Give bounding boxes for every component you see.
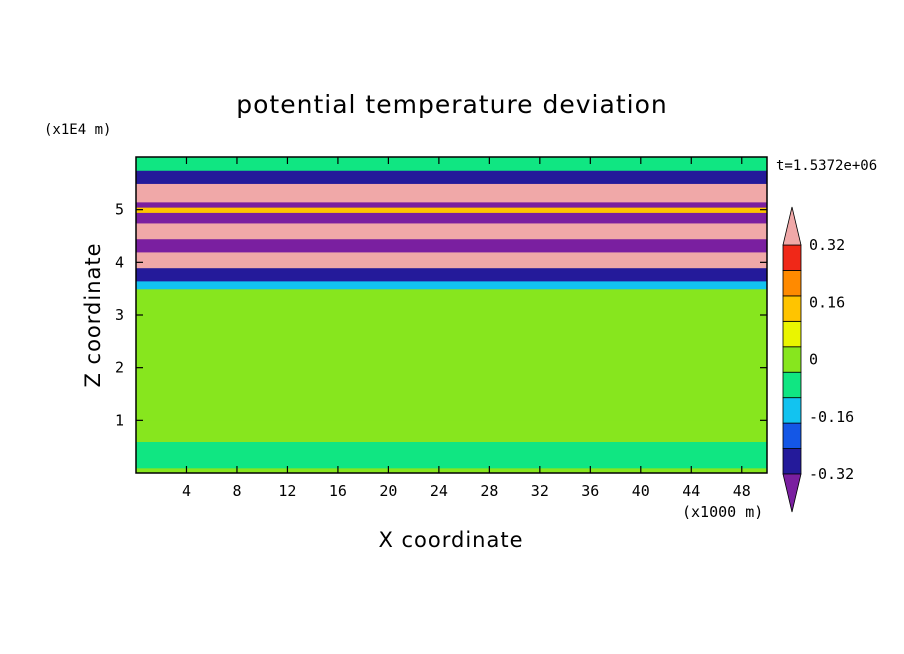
contour-band-4 xyxy=(136,280,767,290)
x-tick-label: 36 xyxy=(581,482,599,500)
y-tick-label: 1 xyxy=(115,411,124,429)
contour-band-1 xyxy=(136,441,767,469)
x-tick-label: 12 xyxy=(278,482,296,500)
contour-band-8 xyxy=(136,222,767,240)
x-tick-label: 40 xyxy=(632,482,650,500)
x-tick-label: 28 xyxy=(480,482,498,500)
x-tick-label: 44 xyxy=(682,482,700,500)
contour-field xyxy=(136,157,767,473)
colorbar-lower-extend xyxy=(782,473,802,513)
x-tick-label: 20 xyxy=(379,482,397,500)
contour-band-7 xyxy=(136,238,767,253)
contour-band-14 xyxy=(136,157,767,171)
colorbar-box xyxy=(782,371,802,399)
colorbar-box xyxy=(782,397,802,424)
contour-band-0 xyxy=(136,467,767,473)
y-axis: 1 2 3 4 5 xyxy=(115,201,767,429)
colorbar-tick-label: -0.16 xyxy=(809,408,854,426)
colorbar-box xyxy=(782,295,802,322)
y-axis-label: Z coordinate xyxy=(81,242,105,387)
x-tick-label: 48 xyxy=(733,482,751,500)
colorbar-tick-label: 0.32 xyxy=(809,236,845,254)
y-tick-label: 4 xyxy=(115,253,124,271)
colorbar-box xyxy=(782,270,802,297)
x-tick-label: 4 xyxy=(182,482,191,500)
contour-band-3 xyxy=(136,288,767,421)
colorbar-tick-label: 0.16 xyxy=(809,293,845,311)
contour-band-10 xyxy=(136,207,767,213)
colorbar-box xyxy=(782,244,802,271)
contour-band-11 xyxy=(136,201,767,208)
colorbar-upper-extend xyxy=(782,206,802,246)
x-tick-label: 24 xyxy=(430,482,448,500)
colorbar-box xyxy=(782,448,802,475)
colorbar-tick-label: -0.32 xyxy=(809,465,854,483)
chart-title: potential temperature deviation xyxy=(236,90,667,119)
y-tick-label: 5 xyxy=(115,201,124,219)
time-label: t=1.5372e+06 xyxy=(776,158,877,174)
x-axis-label: X coordinate xyxy=(378,528,523,552)
x-axis: 4 8 12 16 20 24 28 32 36 40 44 48 xyxy=(182,157,751,500)
contour-band-5 xyxy=(136,267,767,282)
y-tick-label: 3 xyxy=(115,306,124,324)
colorbar-box xyxy=(782,422,802,449)
colorbar: 0.32 0.16 0 -0.16 -0.32 xyxy=(782,206,854,513)
contour-band-9 xyxy=(136,212,767,224)
colorbar-box xyxy=(782,320,802,348)
colorbar-tick-label: 0 xyxy=(809,351,818,369)
colorbar-box xyxy=(782,346,802,373)
y-unit-label: (x1E4 m) xyxy=(44,122,111,138)
contour-band-13 xyxy=(136,170,767,184)
x-unit-label: (x1000 m) xyxy=(682,503,763,521)
x-tick-label: 8 xyxy=(232,482,241,500)
x-tick-label: 16 xyxy=(329,482,347,500)
contour-band-2 xyxy=(136,420,767,442)
contour-band-6 xyxy=(136,251,767,269)
y-tick-label: 2 xyxy=(115,359,124,377)
x-tick-label: 32 xyxy=(531,482,549,500)
contour-band-12 xyxy=(136,183,767,203)
